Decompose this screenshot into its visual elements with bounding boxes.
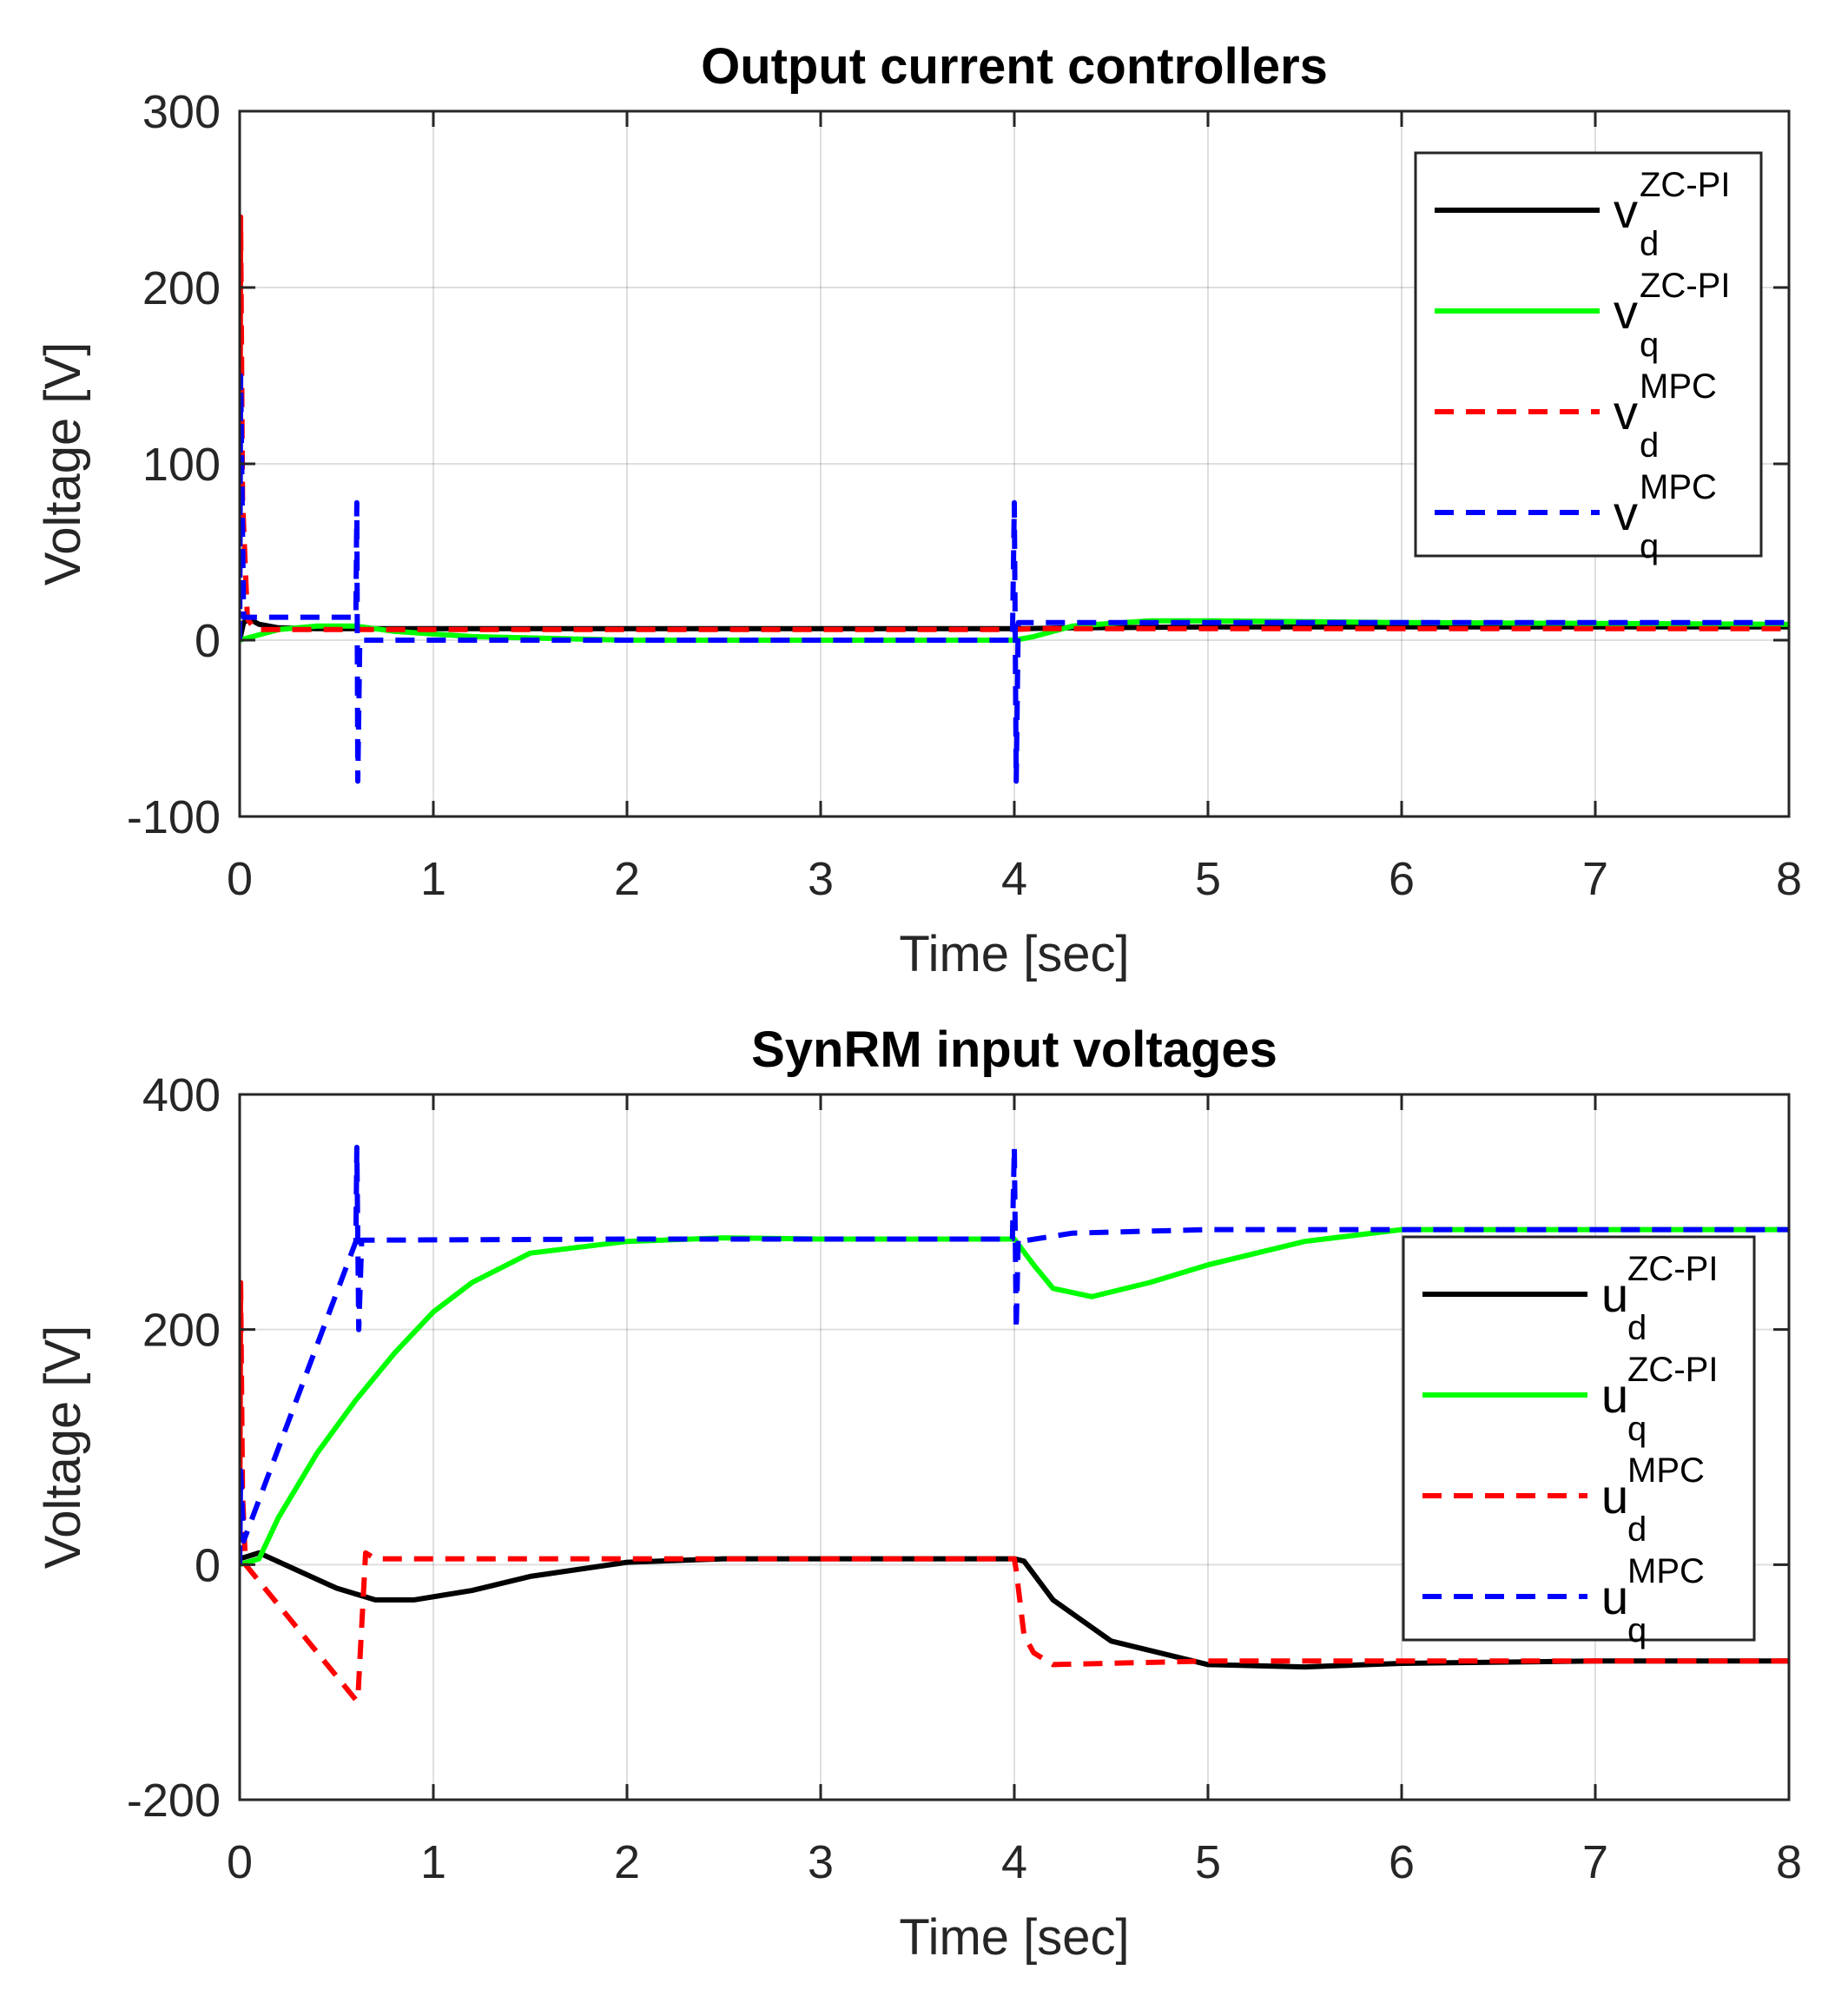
legend-label: u xyxy=(1601,1368,1628,1423)
x-tick-label: 5 xyxy=(1195,853,1221,905)
y-tick-label: -200 xyxy=(127,1775,221,1827)
legend-entry-uq-zc-pi: uZC-PI q xyxy=(1422,1351,1718,1448)
chart-title: Output current controllers xyxy=(701,38,1328,95)
y-tick-label: 200 xyxy=(142,1305,221,1357)
x-tick-label: 7 xyxy=(1582,853,1608,905)
x-tick-label: 3 xyxy=(808,853,834,905)
y-tick-label: 0 xyxy=(195,1539,221,1591)
legend-label: v xyxy=(1614,284,1638,339)
x-tick-label: 6 xyxy=(1389,853,1415,905)
legend-entry-vq-zc-pi: v ZC-PI q xyxy=(1435,267,1730,364)
legend-label-base: u xyxy=(1601,1368,1628,1423)
x-tick-label: 0 xyxy=(227,1836,253,1888)
y-tick-label: -100 xyxy=(127,791,221,843)
legend-box xyxy=(1414,151,1763,558)
x-axis-label: Time [sec] xyxy=(899,1909,1129,1966)
legend-label-base: v xyxy=(1614,486,1638,540)
legend-label-superscript: MPC xyxy=(1627,1451,1705,1490)
x-tick-label: 5 xyxy=(1195,1836,1221,1888)
legend-label: u xyxy=(1601,1570,1628,1624)
legend-label-subscript: d xyxy=(1640,225,1659,263)
legend-label-superscript: MPC xyxy=(1640,468,1717,506)
legend-label-base: v xyxy=(1614,385,1638,440)
legend-box xyxy=(1402,1235,1756,1642)
series-line-vq-mpc xyxy=(240,373,1789,784)
y-tick-label: 100 xyxy=(142,439,221,491)
x-tick-label: 7 xyxy=(1582,1836,1608,1888)
legend-label-base: v xyxy=(1614,183,1638,238)
legend-label-subscript: q xyxy=(1640,326,1659,364)
legend-label-superscript: ZC-PI xyxy=(1627,1351,1718,1389)
legend-entry-vq-mpc: v MPC q xyxy=(1435,468,1717,565)
x-tick-label: 4 xyxy=(1001,1836,1027,1888)
y-tick-label: 200 xyxy=(142,262,221,314)
legend-label-subscript: d xyxy=(1627,1511,1647,1549)
legend-label-superscript: ZC-PI xyxy=(1640,166,1730,204)
legend-label-base: u xyxy=(1601,1570,1628,1624)
legend-label: u xyxy=(1601,1267,1628,1322)
x-tick-label: 0 xyxy=(227,853,253,905)
x-tick-label: 4 xyxy=(1001,853,1027,905)
legend-label: u xyxy=(1601,1469,1628,1524)
legend-label-base: u xyxy=(1601,1267,1628,1322)
chart-title: SynRM input voltages xyxy=(751,1021,1277,1078)
x-tick-label: 1 xyxy=(420,853,446,905)
y-tick-label: 400 xyxy=(142,1069,221,1121)
y-tick-label: 0 xyxy=(195,615,221,667)
series-group xyxy=(240,214,1789,784)
legend-entry-ud-zc-pi: uZC-PI d xyxy=(1422,1250,1718,1347)
legend-label-subscript: q xyxy=(1627,1410,1647,1448)
legend-label-superscript: ZC-PI xyxy=(1640,267,1730,305)
y-tick-label: 300 xyxy=(142,86,221,138)
x-tick-label: 2 xyxy=(614,853,640,905)
series-group xyxy=(240,1144,1789,1702)
legend-label-superscript: MPC xyxy=(1627,1552,1705,1590)
legend-label-superscript: ZC-PI xyxy=(1627,1250,1718,1288)
legend-entry-vd-mpc: v MPC d xyxy=(1435,367,1717,465)
x-tick-label: 2 xyxy=(614,1836,640,1888)
legend-label: v xyxy=(1614,183,1638,238)
series-line-uq-mpc xyxy=(240,1144,1789,1565)
x-axis-label: Time [sec] xyxy=(899,926,1129,982)
y-axis-label: Voltage [V] xyxy=(35,342,91,586)
legend-entry-vd-zc-pi: v ZC-PI d xyxy=(1435,166,1730,263)
x-tick-label: 8 xyxy=(1776,1836,1802,1888)
x-tick-label: 3 xyxy=(808,1836,834,1888)
y-axis-label: Voltage [V] xyxy=(35,1325,91,1570)
legend-label-subscript: d xyxy=(1640,426,1659,465)
legend-label: v xyxy=(1614,385,1638,440)
legend-label-subscript: q xyxy=(1640,527,1659,565)
x-tick-label: 6 xyxy=(1389,1836,1415,1888)
legend-label-superscript: MPC xyxy=(1640,367,1717,406)
legend-label-base: u xyxy=(1601,1469,1628,1524)
legend-label-subscript: d xyxy=(1627,1309,1647,1347)
legend-label-subscript: q xyxy=(1627,1611,1647,1649)
x-tick-label: 1 xyxy=(420,1836,446,1888)
legend-label-base: v xyxy=(1614,284,1638,339)
legend-label: v xyxy=(1614,486,1638,540)
x-tick-label: 8 xyxy=(1776,853,1802,905)
